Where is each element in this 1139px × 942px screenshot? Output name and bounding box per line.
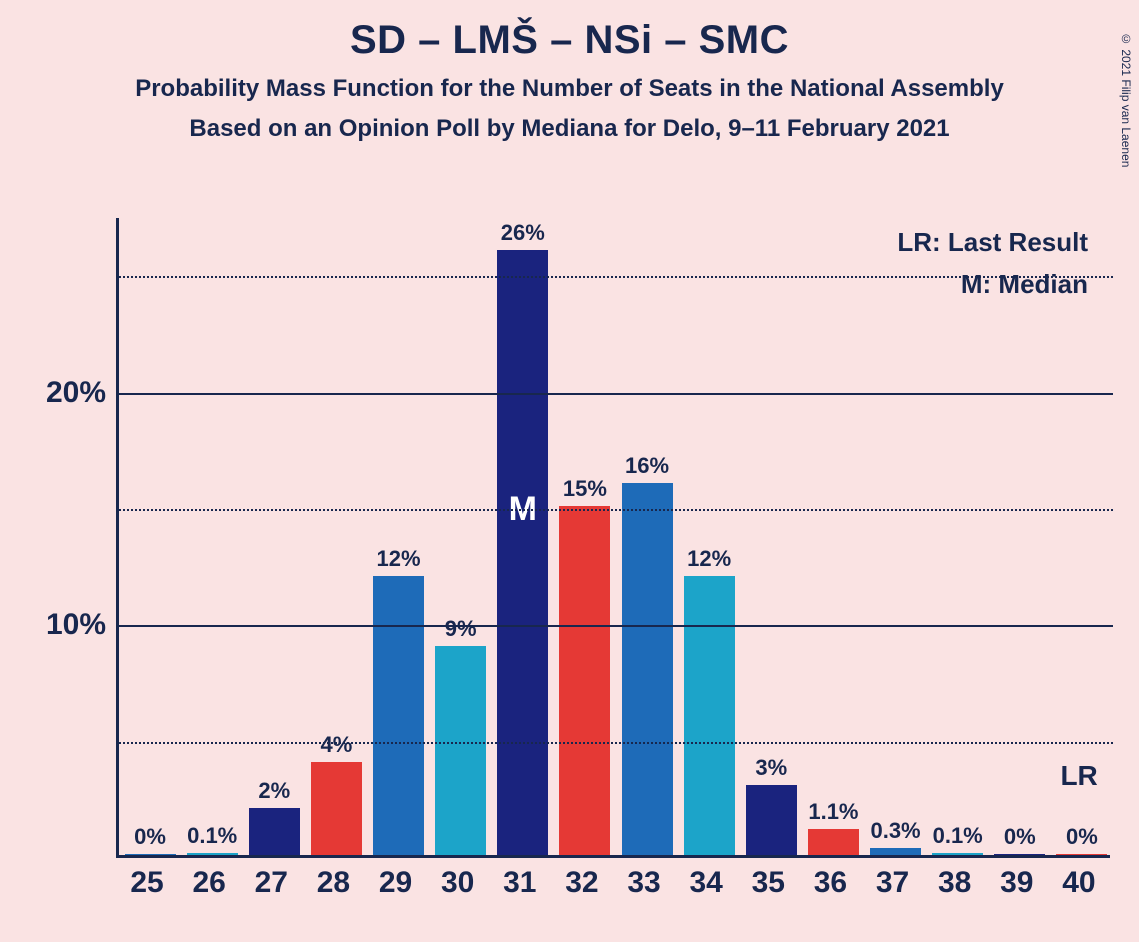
bar-value-label: 9% [445, 616, 477, 642]
bar: 0% [1056, 854, 1107, 855]
bar-value-label: 12% [687, 546, 731, 572]
bar-value-label: 0% [1066, 824, 1098, 850]
chart-title: SD – LMŠ – NSi – SMC [0, 18, 1139, 63]
bar-value-label: 15% [563, 476, 607, 502]
bar-value-label: 4% [321, 732, 353, 758]
x-axis-label: 27 [255, 866, 288, 900]
bar-value-label: 0% [134, 824, 166, 850]
x-axis-label: 34 [690, 866, 723, 900]
bar: 15% [559, 506, 610, 855]
bar: 3% [746, 785, 797, 855]
gridline [119, 742, 1113, 744]
bar: 12% [684, 576, 735, 855]
chart-area: LR: Last Result M: Median 0%0.1%2%4%12%9… [116, 218, 1110, 858]
bars-container: 0%0.1%2%4%12%9%26%M15%16%12%3%1.1%0.3%0.… [119, 215, 1113, 855]
chart-subtitle-2: Based on an Opinion Poll by Mediana for … [0, 115, 1139, 143]
x-axis-label: 33 [627, 866, 660, 900]
bar: 0% [125, 854, 176, 855]
bar: 26%M [497, 250, 548, 855]
bar-value-label: 12% [377, 546, 421, 572]
bar: 0% [994, 854, 1045, 855]
gridline [119, 625, 1113, 627]
bar-value-label: 2% [258, 778, 290, 804]
x-axis-label: 26 [193, 866, 226, 900]
gridline [119, 276, 1113, 278]
x-axis-label: 35 [752, 866, 785, 900]
gridline [119, 509, 1113, 511]
bar-value-label: 0.1% [187, 823, 237, 849]
bar-value-label: 0.3% [870, 818, 920, 844]
x-axis-label: 40 [1062, 866, 1095, 900]
bar-value-label: 0.1% [933, 823, 983, 849]
x-axis-label: 32 [565, 866, 598, 900]
lr-marker: LR [1060, 760, 1097, 792]
x-axis-label: 29 [379, 866, 412, 900]
plot-area: LR: Last Result M: Median 0%0.1%2%4%12%9… [116, 218, 1110, 858]
chart-subtitle-1: Probability Mass Function for the Number… [0, 75, 1139, 103]
bar: 12% [373, 576, 424, 855]
gridline [119, 393, 1113, 395]
x-axis-label: 38 [938, 866, 971, 900]
bar-value-label: 0% [1004, 824, 1036, 850]
x-axis-label: 30 [441, 866, 474, 900]
bar-value-label: 1.1% [808, 799, 858, 825]
x-axis-label: 25 [130, 866, 163, 900]
x-axis-label: 39 [1000, 866, 1033, 900]
bar: 2% [249, 808, 300, 855]
bar: 1.1% [808, 829, 859, 855]
bar: 4% [311, 762, 362, 855]
x-axis-label: 36 [814, 866, 847, 900]
x-axis-label: 37 [876, 866, 909, 900]
y-axis-label: 10% [46, 608, 106, 642]
bar: 9% [435, 646, 486, 855]
bar-value-label: 16% [625, 453, 669, 479]
bar-value-label: 26% [501, 220, 545, 246]
bar-value-label: 3% [755, 755, 787, 781]
x-axis-label: 28 [317, 866, 350, 900]
y-axis-label: 20% [46, 376, 106, 410]
bar: 0.3% [870, 848, 921, 855]
bar: 0.1% [932, 853, 983, 855]
bar: 0.1% [187, 853, 238, 855]
bar: 16% [622, 483, 673, 855]
copyright-label: © 2021 Filip van Laenen [1119, 32, 1133, 167]
x-axis-label: 31 [503, 866, 536, 900]
